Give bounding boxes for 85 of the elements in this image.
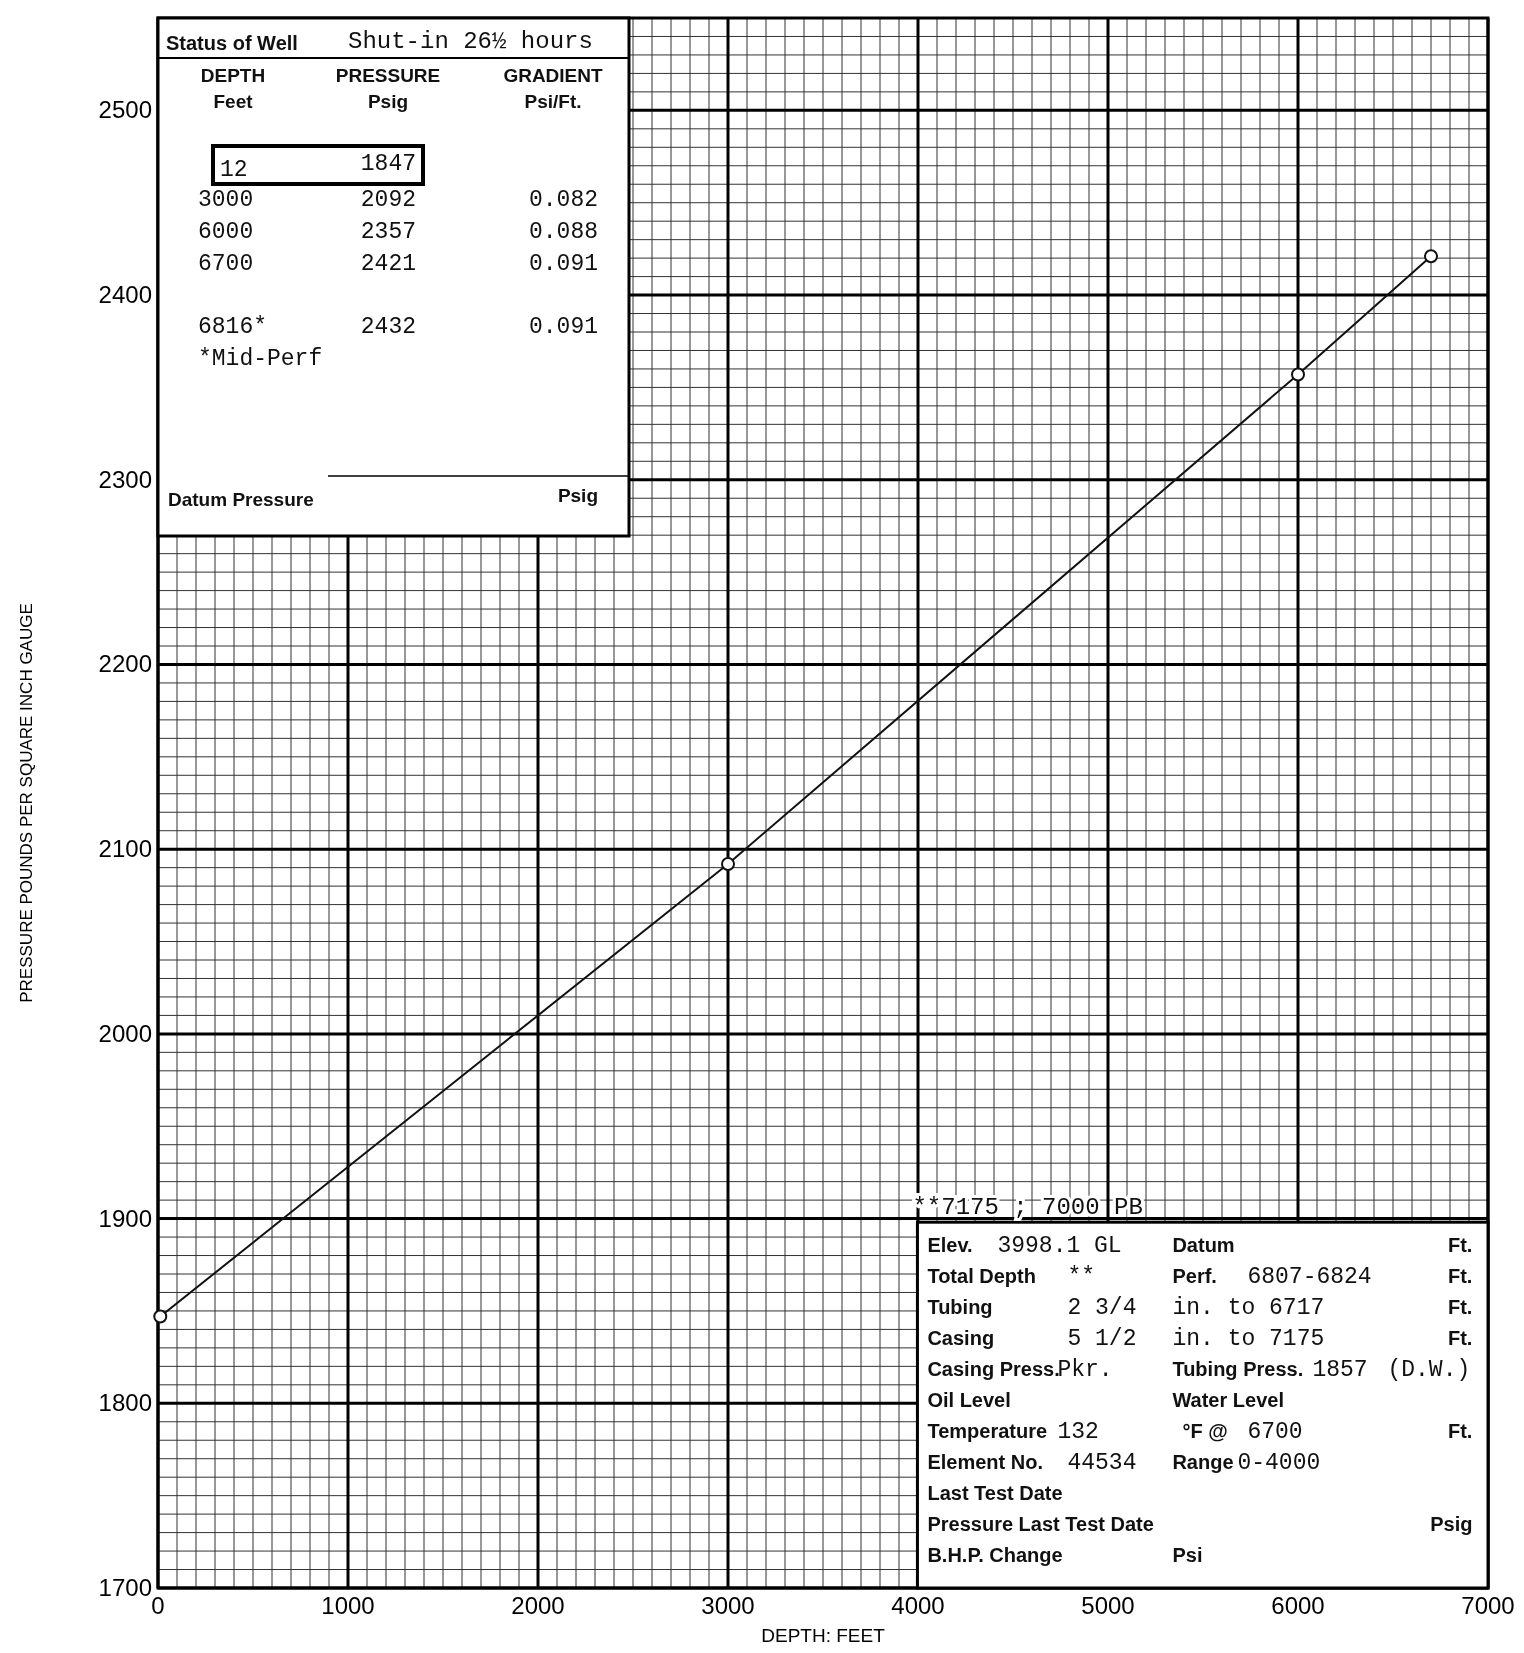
annotation: 1847: [360, 151, 416, 177]
annotation: 1857: [1312, 1357, 1368, 1384]
x-tick-label: 2000: [511, 1592, 565, 1619]
y-tick-label: 1700: [98, 1574, 152, 1601]
annotation: Range: [1172, 1451, 1234, 1474]
point: [153, 1309, 168, 1324]
annotation: 2432: [360, 314, 416, 340]
annotation: Casing: [927, 1327, 995, 1350]
annotation: (D.W.): [1387, 1357, 1471, 1384]
x-tick-label: 5000: [1081, 1592, 1135, 1619]
annotation: Psig: [1430, 1513, 1473, 1536]
annotation: Oil Level: [927, 1389, 1011, 1412]
annotation: B.H.P. Change: [927, 1544, 1063, 1567]
annotation: Tubing: [927, 1296, 993, 1319]
annotation: Psi/Ft.: [524, 91, 582, 112]
annotation: 44534: [1067, 1450, 1137, 1477]
annotation: 0.091: [528, 314, 598, 340]
annotation: 0.091: [528, 251, 598, 277]
annotation: Datum: [1172, 1234, 1235, 1257]
annotation: **: [1067, 1264, 1096, 1291]
annotation: 0-4000: [1237, 1450, 1321, 1477]
annotation: 6700: [198, 251, 254, 277]
annotation: 2357: [360, 219, 416, 245]
x-tick-label: 0: [151, 1592, 165, 1619]
y-tick-label: 1800: [98, 1389, 152, 1417]
annotation: GRADIENT: [503, 65, 603, 86]
annotation: 3998.1 GL: [997, 1233, 1122, 1260]
x-tick-label: 3000: [701, 1592, 755, 1619]
annotation: Water Level: [1172, 1389, 1284, 1412]
annotation: Perf.: [1172, 1265, 1217, 1288]
annotation: 6000: [198, 219, 254, 245]
annotation: 6700: [1247, 1419, 1303, 1446]
x-tick-label: 6000: [1271, 1592, 1325, 1619]
x-axis-title: DEPTH: FEET: [761, 1625, 886, 1646]
y-tick-label: 2500: [98, 96, 152, 124]
annotation: Ft.: [1447, 1296, 1473, 1319]
y-tick-label: 1900: [98, 1204, 152, 1232]
annotation: 6816*: [198, 314, 268, 340]
y-tick-label: 2000: [98, 1019, 152, 1047]
annotation: Last Test Date: [927, 1482, 1063, 1505]
x-tick-label: 7000: [1461, 1592, 1515, 1619]
annotation: Psig: [367, 91, 409, 112]
annotation: Elev.: [927, 1234, 973, 1257]
annotation: in. to 6717: [1172, 1295, 1325, 1322]
y-tick-label: 2400: [98, 281, 152, 309]
annotation: Psig: [557, 485, 598, 506]
annotation: Ft.: [1447, 1234, 1473, 1257]
annotation: Element No.: [927, 1451, 1044, 1474]
annotation: Datum Pressure: [168, 489, 314, 510]
annotation: PRESSURE: [335, 65, 441, 86]
annotation: 132: [1057, 1419, 1099, 1446]
y-tick-label: 2100: [98, 835, 152, 863]
annotation: Feet: [213, 91, 254, 112]
annotation: °F @: [1182, 1420, 1228, 1443]
x-tick-label: 4000: [891, 1592, 945, 1619]
annotation: 12: [220, 157, 248, 183]
annotation: 0.088: [528, 219, 598, 245]
annotation: Pressure Last Test Date: [927, 1513, 1154, 1536]
annotation: Psi: [1172, 1544, 1203, 1567]
annotation: DEPTH: [200, 65, 266, 86]
annotation: *Mid-Perf: [198, 346, 323, 372]
annotation: Ft.: [1447, 1265, 1473, 1288]
point: [1291, 367, 1305, 382]
point: [1424, 249, 1438, 264]
x-tick-label: 1000: [321, 1592, 375, 1619]
y-tick-label: 2300: [98, 465, 152, 493]
annotation: 5 1/2: [1067, 1326, 1137, 1353]
annotation: Temperature: [927, 1420, 1048, 1443]
annotation: 2421: [360, 251, 416, 277]
point: [721, 856, 735, 871]
annotation: 2 3/4: [1067, 1295, 1137, 1322]
annotation: 0.082: [528, 187, 598, 213]
annotation: 3000: [198, 187, 254, 213]
annotation: Casing Press.: [927, 1358, 1060, 1381]
annotation: 6807-6824: [1247, 1264, 1372, 1291]
annotation: Shut-in 26½ hours: [348, 28, 593, 55]
y-tick-label: 2200: [98, 650, 152, 678]
annotation: 2092: [360, 187, 416, 213]
annotation: Status of Well: [166, 32, 298, 54]
y-axis-title: PRESSURE POUNDS PER SQUARE INCH GAUGE: [17, 603, 36, 1003]
annotation: Total Depth: [927, 1265, 1036, 1288]
annotation: in. to 7175: [1172, 1326, 1325, 1353]
annotation: Ft.: [1447, 1420, 1473, 1443]
annotation: Ft.: [1447, 1327, 1473, 1350]
annotation: Tubing Press.: [1172, 1358, 1304, 1381]
